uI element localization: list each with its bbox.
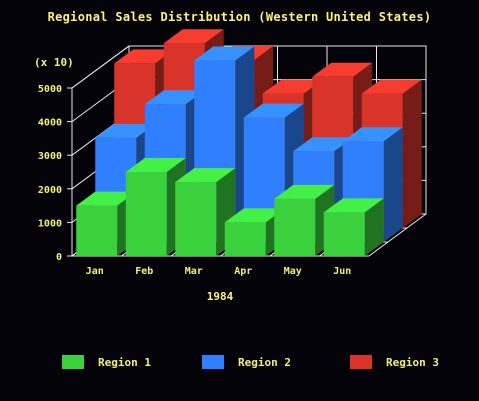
x-tick-label: May [284,266,302,277]
y-tick-label: 0 [56,252,62,263]
bar-front-face [125,172,167,256]
y-axis-unit-label: (x 10) [34,56,74,69]
x-axis-title: 1984 [206,290,234,303]
bar-top-face [312,62,373,77]
bar-region-1-jun [323,198,384,256]
y-tick-label: 4000 [38,118,62,129]
bar-top-face [114,49,175,64]
legend-item-region-3: Region 3 [350,355,439,369]
bar-top-face [243,103,304,118]
bar-front-face [224,222,266,256]
legend-item-region-2: Region 2 [202,355,291,369]
bar-top-face [323,198,384,213]
bar-top-face [293,137,354,152]
legend-item-region-1: Region 1 [62,355,151,369]
x-tick-label: Feb [135,266,153,277]
x-tick-label: Jun [333,266,351,277]
bar-front-face [274,198,316,256]
bar-top-face [144,90,205,105]
bar-top-face [95,123,156,138]
bar-front-face [175,182,217,256]
bar-top-face [342,127,403,142]
bar-top-face [262,79,323,94]
legend-label-region-2: Region 2 [238,355,291,369]
legend-label-region-3: Region 3 [386,355,439,369]
bar-top-face [76,191,137,206]
bar-side-face [364,198,384,256]
bar-front-face [323,212,365,256]
legend-swatch-region-3 [350,355,372,369]
x-tick-label: Apr [234,266,252,277]
bar-side-face [383,127,403,242]
legend-swatch-region-2 [202,355,224,369]
bar-top-face [175,168,236,183]
bar-top-face [163,29,224,44]
chart-legend: Region 1 Region 2 Region 3 [0,355,479,379]
x-tick-label: Mar [185,266,203,277]
floor-gridline [368,213,427,257]
y-tick-label: 3000 [38,151,62,162]
legend-label-region-1: Region 1 [98,355,151,369]
bar-front-face [76,205,118,256]
bar-top-face [274,184,335,199]
bar-top-face [224,208,285,223]
y-tick-label: 5000 [38,84,62,95]
bar-top-face [125,158,186,172]
bar-top-face [361,79,422,94]
x-tick-label: Jan [86,266,104,277]
bar-side-face [402,79,422,228]
legend-swatch-region-1 [62,355,84,369]
bar-top-face [194,46,255,61]
side-wall-top-edge [71,45,130,89]
y-tick-label: 2000 [38,185,62,196]
bar-region-1-may [274,184,335,256]
chart-title: Regional Sales Distribution (Western Uni… [47,10,432,24]
y-tick-label: 1000 [38,218,62,229]
